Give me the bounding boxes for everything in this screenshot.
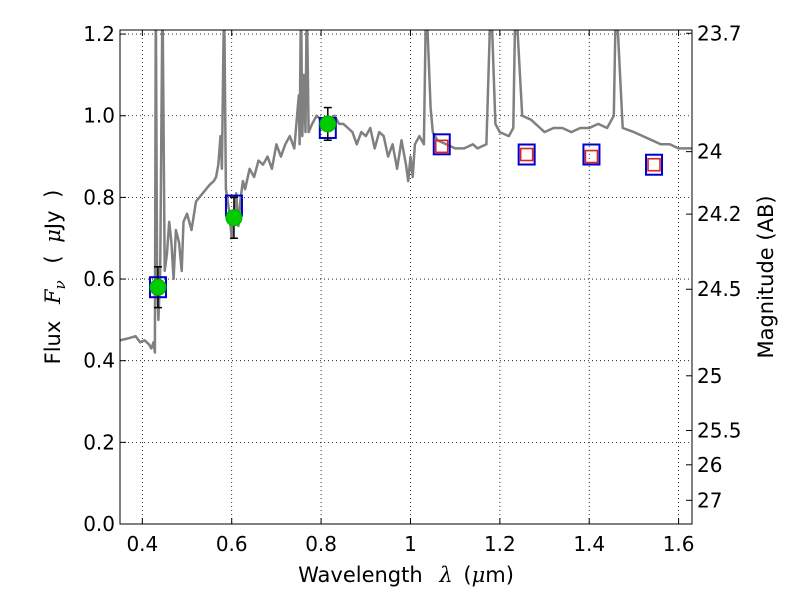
- y2-axis-label: Magnitude (AB): [754, 195, 778, 358]
- model-photometry-point: [517, 143, 536, 166]
- plot-frame: [119, 29, 693, 525]
- y-tick-label: 1.0: [83, 104, 115, 128]
- y-tick-label: 0.8: [83, 185, 115, 209]
- axis-ticks: 0.4 0.6 0.8 1 1.2 1.4 1.6 0.0 0.2 0.4 0.6 0.8 1.0 1.2…: [83, 21, 741, 556]
- observed-photometry-point: [149, 278, 167, 296]
- x-tick-label: 1.4: [573, 532, 605, 556]
- x-tick-label: 0.4: [126, 532, 158, 556]
- y-tick-label: 0.4: [83, 349, 115, 373]
- observed-photometry-point: [319, 115, 337, 133]
- observed-photometry-point: [225, 209, 243, 227]
- y-tick-label: 1.2: [83, 22, 115, 46]
- upper-limit-point: [434, 139, 449, 154]
- y-tick-label: 0.2: [83, 430, 115, 454]
- x-tick-label: 1: [404, 532, 417, 556]
- upper-limit-point: [584, 149, 599, 164]
- y2-tick-label: 24.5: [697, 277, 742, 301]
- y2-tick-label: 25: [697, 364, 722, 388]
- y2-tick-label: 24.2: [697, 202, 742, 226]
- y2-tick-label: 27: [697, 488, 722, 512]
- y-tick-label: 0.6: [83, 267, 115, 291]
- y-axis-label: Flux Fν ( μJy ): [41, 190, 70, 365]
- x-tick-label: 0.8: [305, 532, 337, 556]
- plot-area: [120, 30, 692, 354]
- y-tick-label: 0.0: [83, 512, 115, 536]
- y2-tick-label: 23.7: [697, 21, 742, 45]
- model-spectrum-line: [120, 30, 692, 354]
- model-photometry-point: [582, 143, 601, 166]
- x-tick-label: 1.2: [484, 532, 516, 556]
- x-tick-label: 0.6: [216, 532, 248, 556]
- model-photometry-point: [432, 133, 451, 156]
- x-axis-label: Wavelength λ (μm): [298, 563, 514, 587]
- y2-tick-label: 25.5: [697, 419, 742, 443]
- y2-tick-label: 24: [697, 140, 722, 164]
- grid-lines: [120, 30, 692, 525]
- y2-tick-label: 26: [697, 453, 722, 477]
- upper-limit-point: [519, 147, 534, 162]
- x-tick-label: 1.6: [663, 532, 695, 556]
- upper-limit-point: [647, 157, 661, 172]
- model-photometry-point: [645, 153, 664, 176]
